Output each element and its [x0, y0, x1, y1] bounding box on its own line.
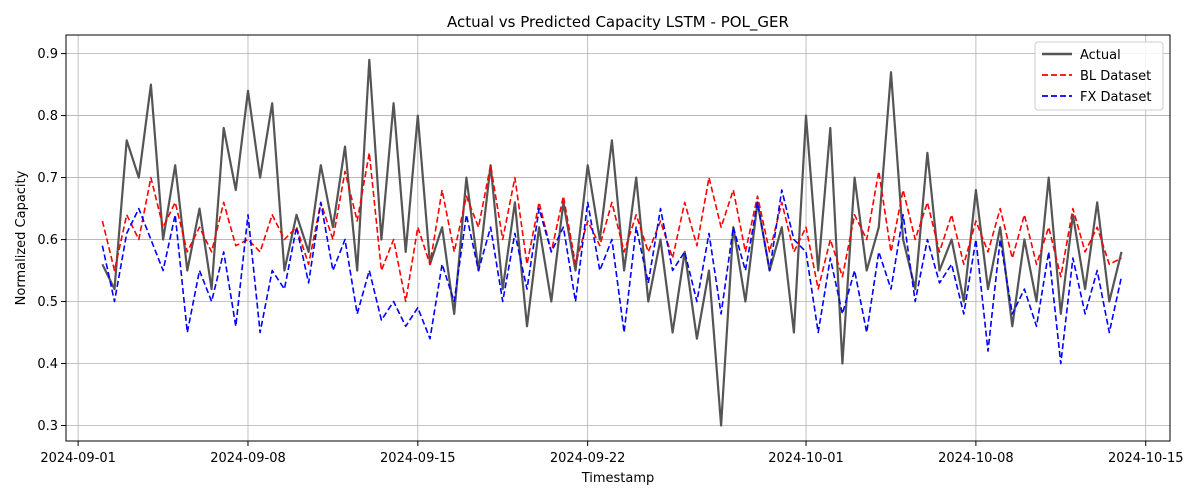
y-tick-label: 0.3: [37, 419, 58, 434]
series-layer: [101, 58, 1123, 427]
grid: [66, 35, 1170, 441]
y-tick-label: 0.8: [37, 109, 58, 124]
x-tick-label: 2024-09-22: [550, 451, 626, 466]
y-tick-label: 0.4: [37, 357, 58, 372]
y-axis-label: Normalized Capacity: [14, 170, 29, 305]
x-axis: 2024-09-01 2024-09-08 2024-09-15 2024-09-22…: [40, 441, 1184, 466]
series-line-actual: [101, 58, 1123, 427]
legend-label-bl-dataset: BL Dataset: [1080, 69, 1151, 84]
legend: Actual BL Dataset FX Dataset: [1034, 41, 1164, 111]
series-line-fx-dataset: [101, 189, 1123, 365]
legend-label-fx-dataset: FX Dataset: [1080, 90, 1151, 105]
plot-frame: [65, 34, 1171, 442]
y-tick-label: 0.7: [37, 171, 58, 186]
x-tick-label: 2024-09-08: [210, 451, 286, 466]
legend-label-actual: Actual: [1080, 48, 1121, 63]
x-tick-label: 2024-10-01: [768, 451, 844, 466]
x-tick-label: 2024-10-08: [938, 451, 1014, 466]
y-tick-label: 0.5: [37, 295, 58, 310]
x-tick-label: 2024-09-15: [380, 451, 456, 466]
y-axis: 0.3 0.4 0.5 0.6 0.7 0.8 0.9: [37, 47, 66, 434]
chart-title: Actual vs Predicted Capacity LSTM - POL_…: [447, 13, 789, 32]
y-tick-label: 0.6: [37, 233, 58, 248]
x-tick-label: 2024-10-15: [1108, 451, 1184, 466]
legend-box: [1034, 41, 1164, 111]
x-axis-label: Timestamp: [581, 471, 655, 486]
x-tick-label: 2024-09-01: [40, 451, 116, 466]
y-tick-label: 0.9: [37, 47, 58, 62]
series-line-bl-dataset: [101, 152, 1122, 303]
